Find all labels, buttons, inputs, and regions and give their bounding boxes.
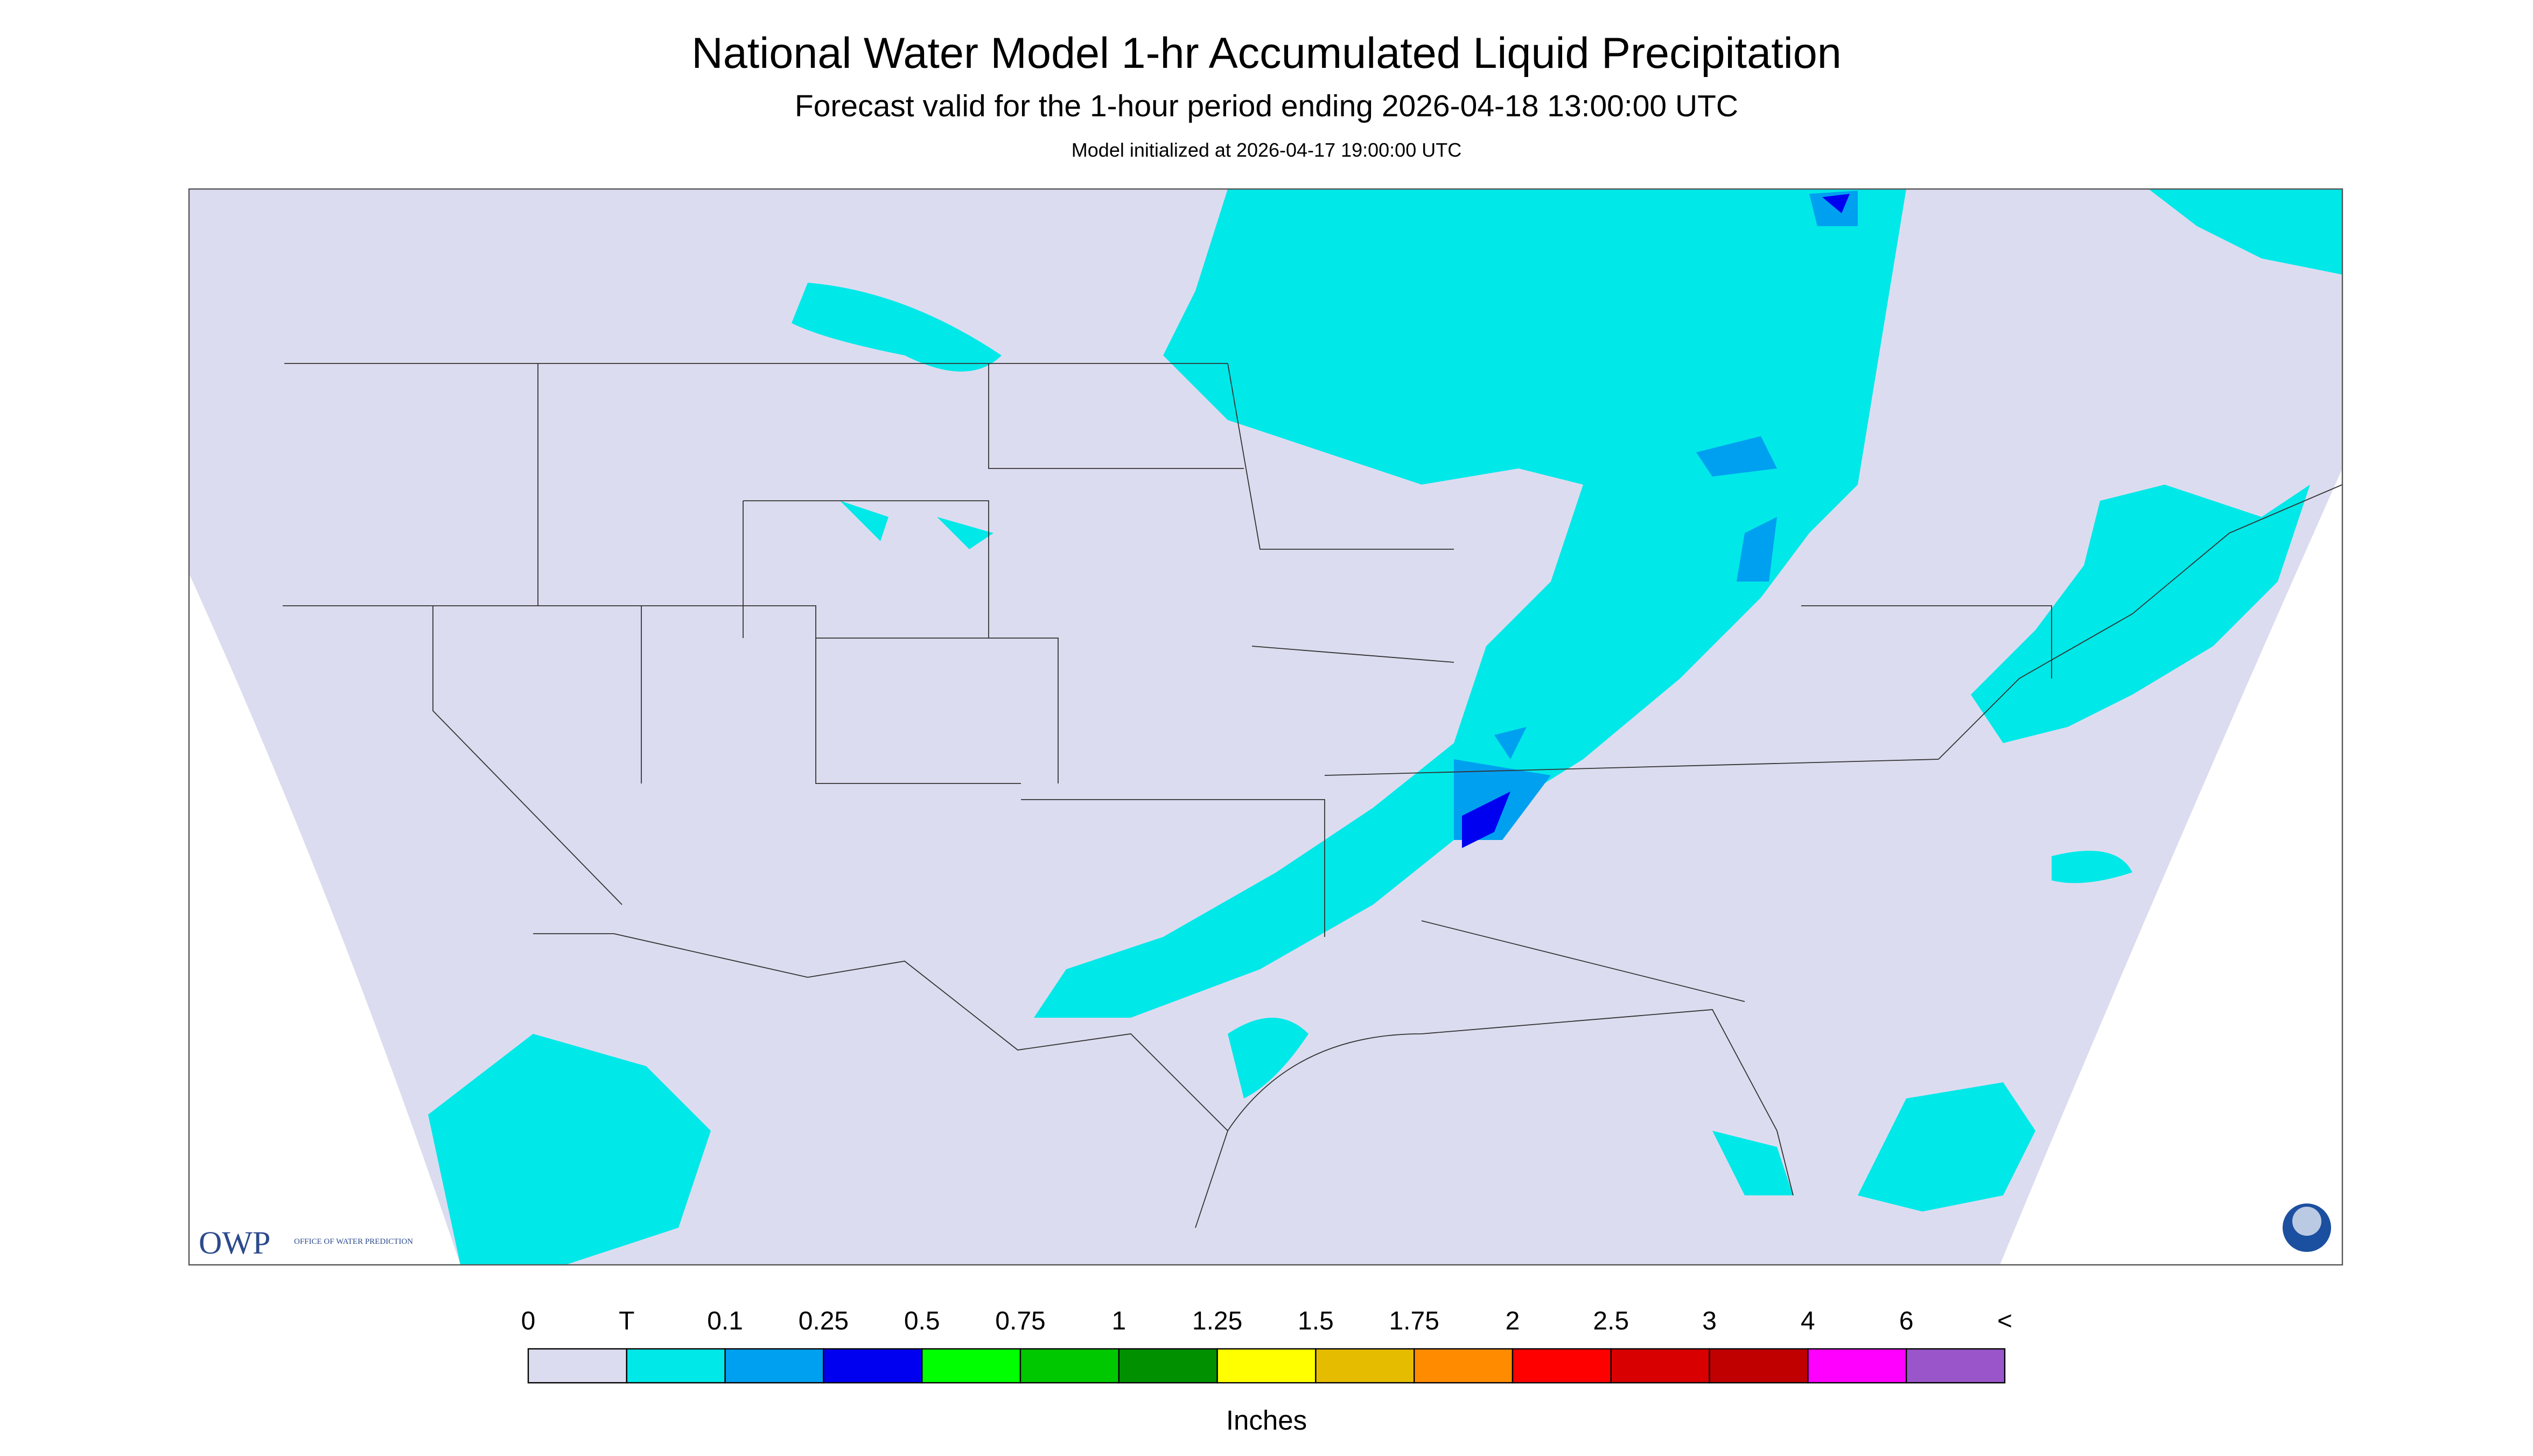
legend-swatch: [1905, 1348, 2006, 1384]
subtitle: Forecast valid for the 1-hour period end…: [795, 89, 1738, 123]
legend-swatch: [823, 1348, 923, 1384]
legend-label: 6: [1899, 1307, 1914, 1335]
map: OWP OFFICE OF WATER PREDICTION: [188, 188, 2343, 1266]
precip-light: [428, 189, 2342, 1265]
legend-label: 0.1: [707, 1307, 743, 1335]
legend-swatch: [1118, 1348, 1218, 1384]
legend-label: 0.25: [799, 1307, 849, 1335]
legend-label: 1.75: [1389, 1307, 1439, 1335]
legend-swatch: [1315, 1348, 1415, 1384]
legend-swatch: [1414, 1348, 1514, 1384]
legend-swatch: [626, 1348, 726, 1384]
owp-logo-text: OFFICE OF WATER PREDICTION: [294, 1237, 413, 1246]
map-frame: [188, 188, 2343, 1266]
legend-swatch: [1610, 1348, 1710, 1384]
legend-label: 0.75: [995, 1307, 1045, 1335]
legend-swatch: [1216, 1348, 1317, 1384]
title: National Water Model 1-hr Accumulated Li…: [691, 29, 1842, 78]
noaa-logo-inner: [2292, 1207, 2321, 1236]
legend-label: 1.5: [1298, 1307, 1334, 1335]
legend: 0 T 0.1 0.25 0.5 0.75 1 1.25 1.5 1.75 2 2.5 3 4 6 <: [521, 1307, 2012, 1384]
legend-swatch: [1512, 1348, 1612, 1384]
domain-outside: [189, 468, 2342, 1265]
boundaries: [283, 363, 2343, 1228]
legend-label: 0: [521, 1307, 536, 1335]
legend-label: 2.5: [1593, 1307, 1629, 1335]
owp-logo: OWP: [199, 1225, 270, 1261]
init-time: Model initialized at 2026-04-17 19:00:00…: [1072, 139, 1461, 161]
legend-swatch: [1019, 1348, 1120, 1384]
legend-swatch: [724, 1348, 824, 1384]
legend-swatch: [921, 1348, 1021, 1384]
legend-swatch: [527, 1348, 628, 1384]
precip-heavy: [1462, 194, 1850, 849]
legend-units: Inches: [1226, 1405, 1307, 1436]
legend-label: 1: [1111, 1307, 1126, 1335]
legend-label: 2: [1506, 1307, 1520, 1335]
legend-label: 4: [1801, 1307, 1815, 1335]
legend-label: 1.25: [1192, 1307, 1242, 1335]
legend-swatch: [1807, 1348, 1907, 1384]
legend-label: 3: [1702, 1307, 1717, 1335]
legend-label: 0.5: [904, 1307, 940, 1335]
legend-swatch: [1709, 1348, 1809, 1384]
legend-label: T: [619, 1307, 634, 1335]
legend-label: <: [1997, 1307, 2012, 1335]
